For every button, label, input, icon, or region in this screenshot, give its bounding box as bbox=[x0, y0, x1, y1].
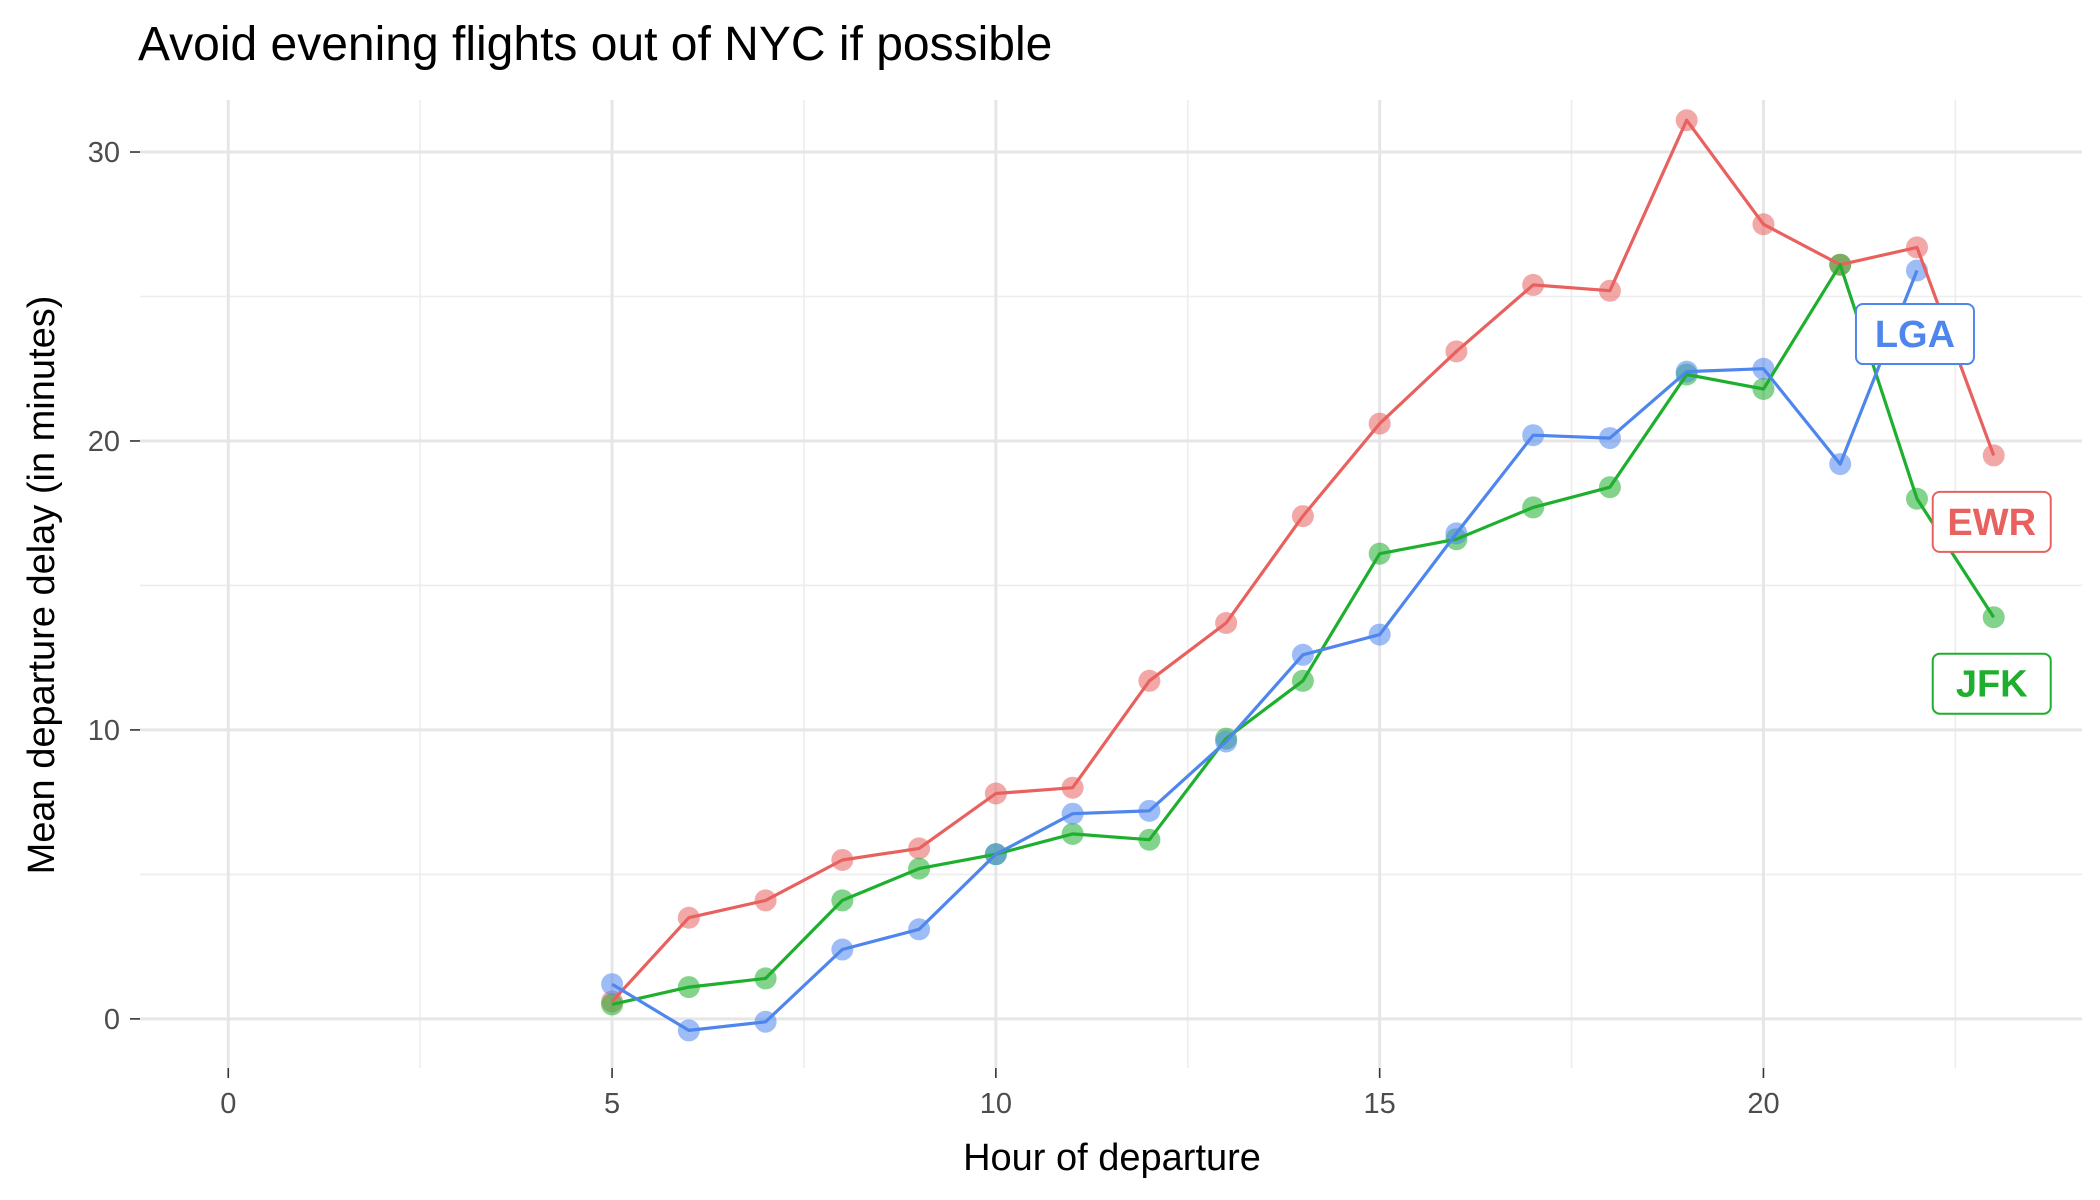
data-point-jfk bbox=[1982, 606, 2005, 629]
data-point-jfk bbox=[601, 993, 624, 1016]
x-tick-label: 20 bbox=[1747, 1088, 1779, 1120]
y-tick-label: 20 bbox=[88, 426, 120, 458]
axis-ticks: 0 5 10 15 20 0 10 20 30 bbox=[88, 137, 1780, 1120]
x-axis-title: Hour of departure bbox=[963, 1137, 1261, 1179]
y-tick-label: 30 bbox=[88, 137, 120, 169]
data-point-lga bbox=[601, 973, 624, 996]
y-tick-label: 10 bbox=[88, 715, 120, 747]
x-tick-label: 0 bbox=[220, 1088, 236, 1120]
y-tick-label: 0 bbox=[104, 1004, 120, 1036]
data-point-ewr bbox=[1982, 444, 2005, 467]
series-label-lga: LGA bbox=[1854, 303, 1975, 366]
series-label-jfk: JFK bbox=[1931, 652, 2052, 715]
label-text-lga: LGA bbox=[1875, 314, 1955, 356]
label-box-jfk bbox=[1931, 652, 2052, 715]
series-label-ewr: EWR bbox=[1931, 490, 2052, 553]
chart-title: Avoid evening flights out of NYC if poss… bbox=[138, 18, 1052, 71]
label-text-jfk: JFK bbox=[1956, 664, 2028, 706]
series-jfk bbox=[601, 253, 2005, 1016]
y-axis-title: Mean departure delay (in minutes) bbox=[21, 296, 63, 875]
x-tick-label: 10 bbox=[980, 1088, 1012, 1120]
label-text-ewr: EWR bbox=[1947, 502, 2036, 544]
series-line-lga bbox=[611, 269, 1919, 1032]
x-tick-label: 5 bbox=[604, 1088, 620, 1120]
series-group bbox=[601, 109, 2005, 1042]
series-line-jfk bbox=[611, 263, 1996, 1006]
x-tick-label: 15 bbox=[1364, 1088, 1396, 1120]
label-box-ewr bbox=[1931, 490, 2052, 553]
grid bbox=[140, 100, 2082, 1068]
series-line-ewr bbox=[610, 118, 1996, 1003]
label-box-lga bbox=[1854, 303, 1975, 366]
series-labels: EWR JFK LGA bbox=[1854, 303, 2052, 715]
series-lga bbox=[601, 259, 1928, 1042]
